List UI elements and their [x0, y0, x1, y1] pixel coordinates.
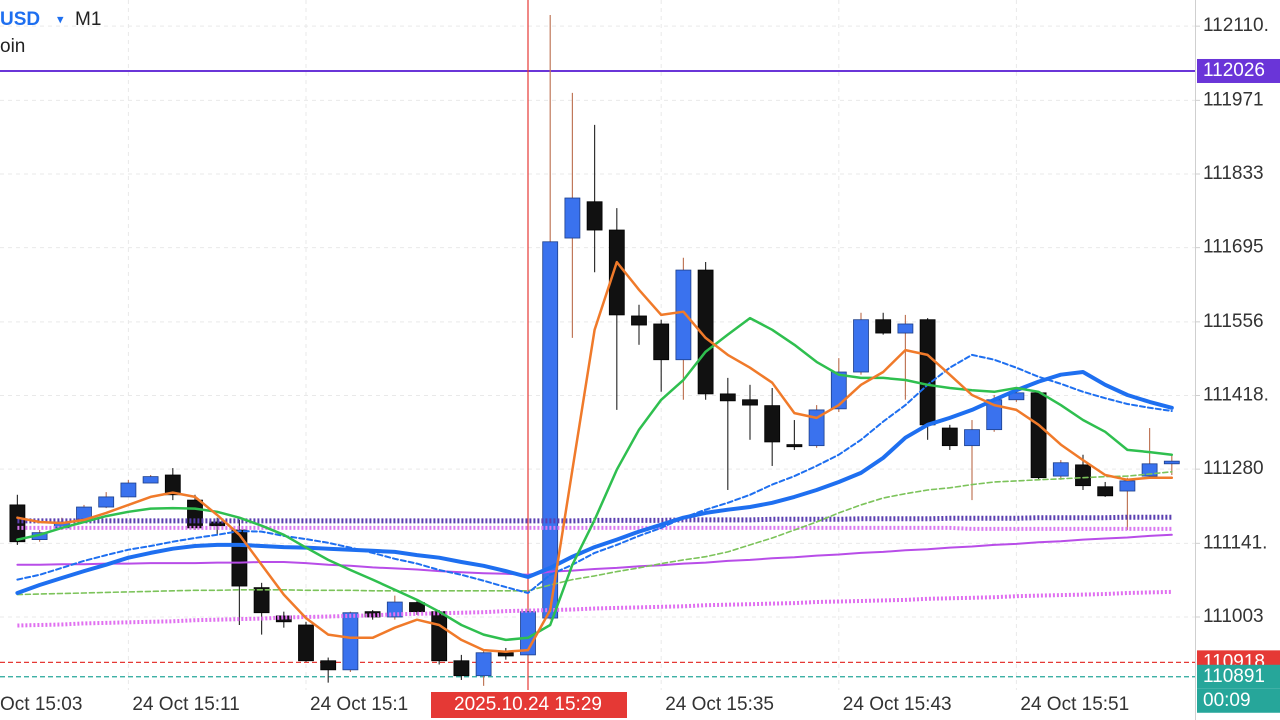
- candle-body: [142, 476, 159, 484]
- candle-body: [941, 427, 958, 447]
- candle-body: [675, 269, 692, 361]
- candle-body: [808, 409, 825, 447]
- y-tick-label: 111971: [1203, 89, 1264, 110]
- y-tick-label: 112110.: [1203, 15, 1269, 36]
- candle-body: [1141, 463, 1158, 477]
- candle-body: [764, 405, 781, 443]
- candle-body: [1030, 392, 1047, 479]
- timeframe[interactable]: M1: [75, 9, 101, 30]
- y-tick-label: 111556: [1203, 311, 1264, 332]
- candle-body: [342, 612, 359, 671]
- indicator-line: [15, 370, 1174, 595]
- candle-body: [719, 393, 736, 402]
- candle-body: [586, 201, 603, 231]
- y-tick-label: 111141.: [1203, 532, 1267, 553]
- x-tick-label: Oct 15:03: [0, 694, 82, 715]
- candle-body: [653, 323, 670, 361]
- candle-body: [164, 474, 181, 496]
- candle-body: [431, 611, 448, 662]
- timer-box: [1197, 688, 1280, 713]
- indicator-line: [17, 525, 1172, 531]
- x-tick-label: 24 Oct 15:35: [665, 694, 774, 715]
- indicator-line: [17, 589, 1172, 628]
- candle-body: [120, 482, 137, 498]
- candle-body: [364, 611, 381, 618]
- candle-body: [631, 315, 647, 326]
- candle-body: [187, 499, 203, 529]
- candle-body: [275, 615, 292, 623]
- chart-header: USD ▾ M1 oin: [0, 9, 101, 57]
- candle-body: [497, 652, 514, 657]
- y-tick-label: 111280: [1203, 458, 1264, 479]
- candle-body: [875, 319, 892, 334]
- candle-body: [231, 529, 248, 587]
- indicator-line: [16, 260, 1174, 653]
- plot-area: [0, 0, 1195, 690]
- candle-body: [786, 444, 803, 448]
- grid: [0, 0, 1195, 690]
- indicator-line: [16, 533, 1173, 576]
- candle-body: [964, 429, 980, 447]
- x-tick-label: 24 Oct 15:1: [310, 694, 408, 715]
- subtitle: oin: [0, 36, 25, 57]
- price-box: [1197, 58, 1280, 83]
- y-tick-label: 111418.: [1203, 385, 1269, 406]
- x-tick-label: 24 Oct 15:11: [132, 694, 239, 715]
- candle-body: [742, 399, 758, 406]
- indicator-line: [16, 353, 1173, 594]
- candle-body: [830, 371, 847, 410]
- crosshair-time-box: [431, 692, 627, 718]
- price-box-label: 112026: [1203, 60, 1265, 81]
- candle-body: [564, 197, 581, 239]
- candle-body: [409, 602, 425, 613]
- x-tick-label: 24 Oct 15:51: [1020, 694, 1129, 715]
- candle-body: [1008, 392, 1025, 401]
- timer-label: 00:09: [1203, 690, 1251, 711]
- candle-body: [897, 323, 914, 334]
- indicator-line: [16, 471, 1173, 596]
- symbol[interactable]: USD: [0, 9, 40, 30]
- x-tick-label: 24 Oct 15:43: [843, 694, 952, 715]
- candle-body: [1052, 462, 1069, 477]
- candle-body: [919, 319, 936, 426]
- candle-body: [453, 660, 470, 677]
- indicator-line: [16, 316, 1174, 642]
- axes: 112110. 111971 111833 111695 111556 111418. 11…: [0, 15, 1280, 720]
- dropdown-icon[interactable]: ▾: [57, 11, 64, 26]
- candle-body: [853, 319, 869, 373]
- candle-body: [1097, 486, 1114, 497]
- candle-body: [475, 652, 492, 677]
- y-tick-label: 111833: [1203, 163, 1264, 184]
- candle-body: [697, 269, 714, 395]
- candle-body: [542, 241, 559, 619]
- y-tick-label: 111003: [1203, 606, 1264, 627]
- candle-body: [320, 660, 337, 671]
- candle-body: [209, 521, 226, 527]
- candle-body: [253, 587, 270, 614]
- candle-body: [1163, 460, 1180, 465]
- price-box: [1197, 664, 1280, 689]
- candle-body: [1075, 464, 1091, 487]
- crosshair-time-label: 2025.10.24 15:29: [454, 694, 602, 715]
- y-tick-label: 111695: [1203, 237, 1264, 258]
- candle-body: [98, 496, 115, 508]
- candle-body: [298, 624, 314, 662]
- candle-body: [608, 229, 625, 316]
- price-box-label: 110891: [1203, 666, 1265, 687]
- candle-body: [1119, 480, 1136, 492]
